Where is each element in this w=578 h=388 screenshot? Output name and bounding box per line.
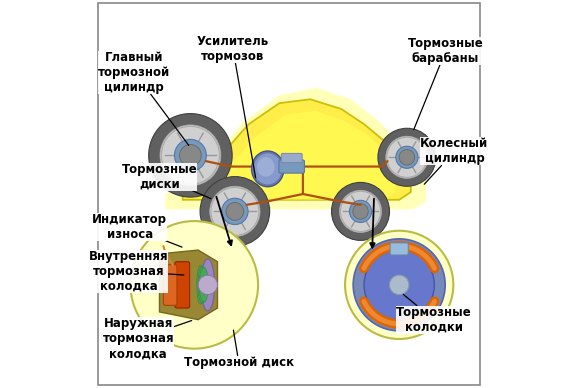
Circle shape: [161, 126, 220, 184]
Ellipse shape: [198, 267, 206, 303]
Text: Тормозные
колодки: Тормозные колодки: [396, 294, 472, 334]
Circle shape: [364, 249, 434, 320]
Circle shape: [340, 191, 381, 232]
Circle shape: [390, 275, 409, 294]
Text: Наружная
тормозная
колодка: Наружная тормозная колодка: [102, 317, 192, 360]
Circle shape: [160, 125, 221, 186]
Circle shape: [350, 200, 372, 222]
Circle shape: [200, 177, 270, 246]
FancyBboxPatch shape: [390, 243, 408, 255]
Circle shape: [399, 149, 414, 165]
Circle shape: [339, 190, 381, 232]
Text: Тормозные
барабаны: Тормозные барабаны: [407, 37, 483, 130]
Polygon shape: [204, 111, 395, 200]
Circle shape: [378, 128, 436, 186]
FancyBboxPatch shape: [281, 153, 302, 163]
Circle shape: [211, 187, 259, 236]
Ellipse shape: [251, 151, 284, 187]
Circle shape: [222, 198, 248, 225]
Circle shape: [198, 275, 217, 294]
Circle shape: [345, 231, 453, 339]
Text: Индикатор
износа: Индикатор износа: [92, 213, 182, 247]
Circle shape: [353, 239, 445, 331]
Circle shape: [353, 204, 368, 219]
Text: Усилитель
тормозов: Усилитель тормозов: [197, 35, 269, 178]
Circle shape: [396, 146, 418, 168]
Ellipse shape: [199, 267, 209, 302]
Ellipse shape: [253, 152, 283, 185]
Circle shape: [332, 182, 390, 241]
Circle shape: [210, 186, 260, 237]
Ellipse shape: [201, 259, 214, 311]
Text: Внутренняя
тормозная
колодка: Внутренняя тормозная колодка: [89, 250, 184, 293]
Circle shape: [131, 221, 258, 349]
Circle shape: [387, 137, 427, 177]
Text: Главный
тормозной
цилиндр: Главный тормозной цилиндр: [98, 51, 189, 146]
FancyBboxPatch shape: [98, 3, 480, 385]
FancyBboxPatch shape: [175, 262, 190, 308]
Polygon shape: [160, 250, 217, 320]
Circle shape: [386, 136, 428, 178]
Text: Колесный
цилиндр: Колесный цилиндр: [420, 137, 488, 184]
FancyBboxPatch shape: [164, 265, 177, 305]
Text: Тормозной диск: Тормозной диск: [184, 330, 294, 369]
Text: Тормозные
диски: Тормозные диски: [121, 163, 211, 199]
FancyBboxPatch shape: [279, 160, 305, 173]
Ellipse shape: [257, 157, 275, 177]
Circle shape: [175, 139, 206, 171]
Circle shape: [226, 203, 244, 220]
Circle shape: [180, 144, 201, 166]
Ellipse shape: [197, 265, 204, 304]
Circle shape: [149, 114, 232, 197]
Polygon shape: [165, 88, 426, 210]
Polygon shape: [183, 99, 411, 200]
